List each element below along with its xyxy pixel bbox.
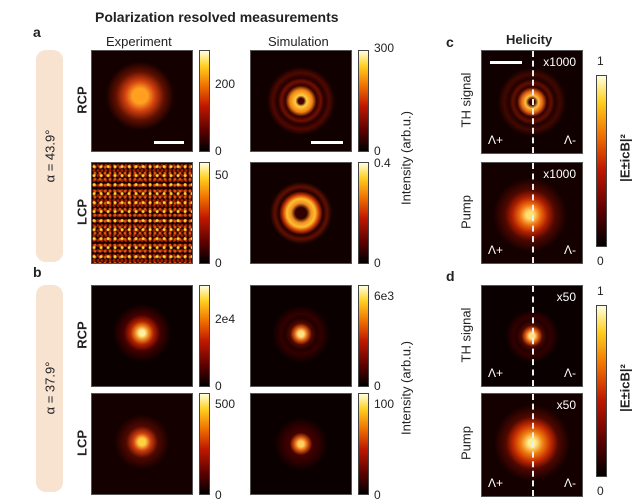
row-label-th-c: TH signal (458, 72, 474, 128)
intensity-axis-label-a: Intensity (arb.u.) (398, 111, 414, 205)
tick: 0 (215, 379, 222, 393)
multiplier: x50 (556, 290, 576, 304)
tick: 0 (374, 256, 381, 270)
heatmap-pump-c: x1000 Λ+ Λ- (481, 162, 583, 264)
tick: 0.4 (374, 156, 391, 170)
colorbar-label-c: |E±icB|² (617, 134, 633, 182)
figure-title: Polarization resolved measurements (95, 9, 339, 25)
tick: 0 (597, 254, 604, 268)
tick: 0 (374, 144, 381, 158)
divider-line (532, 163, 534, 263)
panel-a-letter: a (33, 24, 41, 40)
alpha-pill-a (36, 50, 63, 262)
heatmap-exp-rcp-a (91, 50, 193, 152)
tick: 6e3 (374, 289, 395, 303)
heatmap-exp-rcp-b (91, 285, 193, 387)
row-label-lcp-b: LCP (74, 430, 90, 456)
panel-d-letter: d (446, 268, 455, 284)
lambda-minus-label: Λ- (563, 476, 576, 490)
tick: 300 (374, 41, 395, 55)
tick: 200 (215, 77, 236, 91)
alpha-pill-b (36, 285, 63, 492)
row-label-rcp-b: RCP (74, 321, 90, 349)
heatmap-sim-rcp-b (250, 285, 352, 387)
tick: 0 (215, 488, 222, 502)
tick: 0 (374, 379, 381, 393)
helicity-title: Helicity (506, 32, 553, 47)
heatmap-th-signal-c: x1000 Λ+ Λ- (481, 50, 583, 154)
experiment-header: Experiment (106, 34, 172, 49)
colorbar-label-d: |E±icB|² (617, 364, 633, 412)
multiplier: x1000 (543, 167, 576, 181)
lambda-plus-label: Λ+ (488, 476, 504, 490)
row-label-pump-d: Pump (458, 426, 474, 460)
heatmap-sim-rcp-a (250, 50, 352, 152)
scale-bar (311, 141, 343, 144)
alpha-label-b: α = 37.9° (42, 361, 58, 415)
colorbar (199, 162, 210, 264)
tick: 0 (374, 488, 381, 502)
heatmap-th-signal-d: x50 Λ+ Λ- (481, 285, 583, 387)
tick: 500 (215, 397, 236, 411)
colorbar (199, 50, 210, 152)
lambda-plus-label: Λ+ (488, 243, 504, 257)
panel-b-letter: b (33, 264, 42, 280)
alpha-label-a: α = 43.9° (42, 129, 58, 183)
colorbar (358, 285, 369, 387)
tick: 2e4 (215, 312, 236, 326)
colorbar (358, 162, 369, 264)
heatmap-sim-lcp-b (250, 393, 352, 495)
divider-line (532, 51, 534, 153)
multiplier: x50 (556, 398, 576, 412)
row-label-lcp-a: LCP (74, 199, 90, 225)
heatmap-sim-lcp-a (250, 162, 352, 264)
colorbar (199, 285, 210, 387)
panel-c-letter: c (446, 34, 454, 50)
tick: 0 (215, 144, 222, 158)
scale-bar (490, 61, 522, 64)
row-label-th-d: TH signal (458, 307, 474, 363)
colorbar (358, 393, 369, 495)
tick: 100 (374, 397, 395, 411)
intensity-axis-label-b: Intensity (arb.u.) (398, 341, 414, 435)
heatmap-exp-lcp-a (91, 162, 193, 264)
tick: 1 (597, 54, 604, 68)
heatmap-exp-lcp-b (91, 393, 193, 495)
divider-line (532, 286, 534, 386)
tick: 50 (215, 168, 229, 182)
tick: 1 (597, 284, 604, 298)
lambda-plus-label: Λ+ (488, 366, 504, 380)
colorbar-d (596, 305, 607, 477)
lambda-minus-label: Λ- (563, 243, 576, 257)
tick: 0 (215, 256, 222, 270)
lambda-minus-label: Λ- (563, 133, 576, 147)
row-label-rcp-a: RCP (74, 86, 90, 114)
colorbar-c (596, 75, 607, 247)
scale-bar (154, 141, 184, 144)
simulation-header: Simulation (268, 34, 329, 49)
lambda-minus-label: Λ- (563, 366, 576, 380)
tick: 0 (597, 484, 604, 498)
colorbar (358, 50, 369, 152)
multiplier: x1000 (543, 55, 576, 69)
divider-line (532, 394, 534, 496)
colorbar (199, 393, 210, 495)
row-label-pump-c: Pump (458, 195, 474, 229)
heatmap-pump-d: x50 Λ+ Λ- (481, 393, 583, 497)
lambda-plus-label: Λ+ (488, 133, 504, 147)
